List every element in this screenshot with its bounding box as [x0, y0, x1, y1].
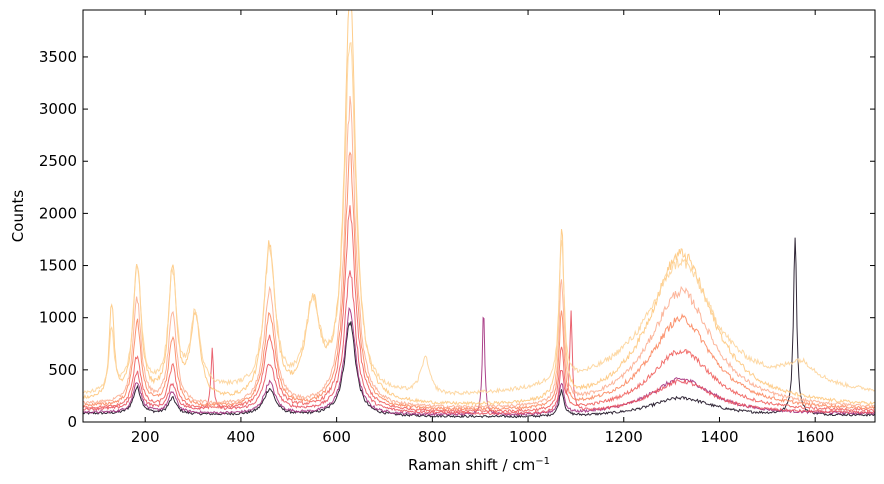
- spectrum-line-3: [83, 205, 875, 413]
- x-tick-label: 600: [322, 428, 351, 446]
- x-tick-label: 400: [227, 428, 256, 446]
- x-axis-label: Raman shift / cm−1: [408, 456, 550, 474]
- y-tick-label: 0: [67, 413, 77, 431]
- x-tick-label: 200: [131, 428, 160, 446]
- y-tick-label: 3500: [39, 48, 77, 66]
- y-tick-label: 500: [48, 361, 77, 379]
- spectrum-line-0: [83, 237, 875, 419]
- x-tick-label: 800: [418, 428, 447, 446]
- y-tick-label: 2500: [39, 152, 77, 170]
- y-tick-label: 1500: [39, 257, 77, 275]
- spectrum-line-4: [83, 151, 875, 411]
- y-axis: 0 500 1000 1500 2000 2500 3000 3500: [39, 48, 875, 431]
- x-axis: 200 400 600 800 1000 1200 1400 1600: [131, 10, 834, 446]
- x-tick-label: 1600: [796, 428, 834, 446]
- series-layer: [83, 10, 875, 419]
- spectrum-line-6: [83, 10, 875, 407]
- x-axis-label-superscript: −1: [535, 456, 550, 467]
- y-tick-label: 2000: [39, 204, 77, 222]
- y-tick-label: 1000: [39, 309, 77, 327]
- spectrum-line-5: [83, 95, 875, 410]
- x-tick-label: 1400: [700, 428, 738, 446]
- spectrum-line-7: [83, 42, 875, 396]
- x-tick-label: 1000: [509, 428, 547, 446]
- x-tick-label: 1200: [605, 428, 643, 446]
- y-tick-label: 3000: [39, 100, 77, 118]
- y-axis-label: Counts: [9, 190, 27, 243]
- plot-frame: [82, 9, 876, 423]
- spectrum-line-2: [83, 270, 875, 416]
